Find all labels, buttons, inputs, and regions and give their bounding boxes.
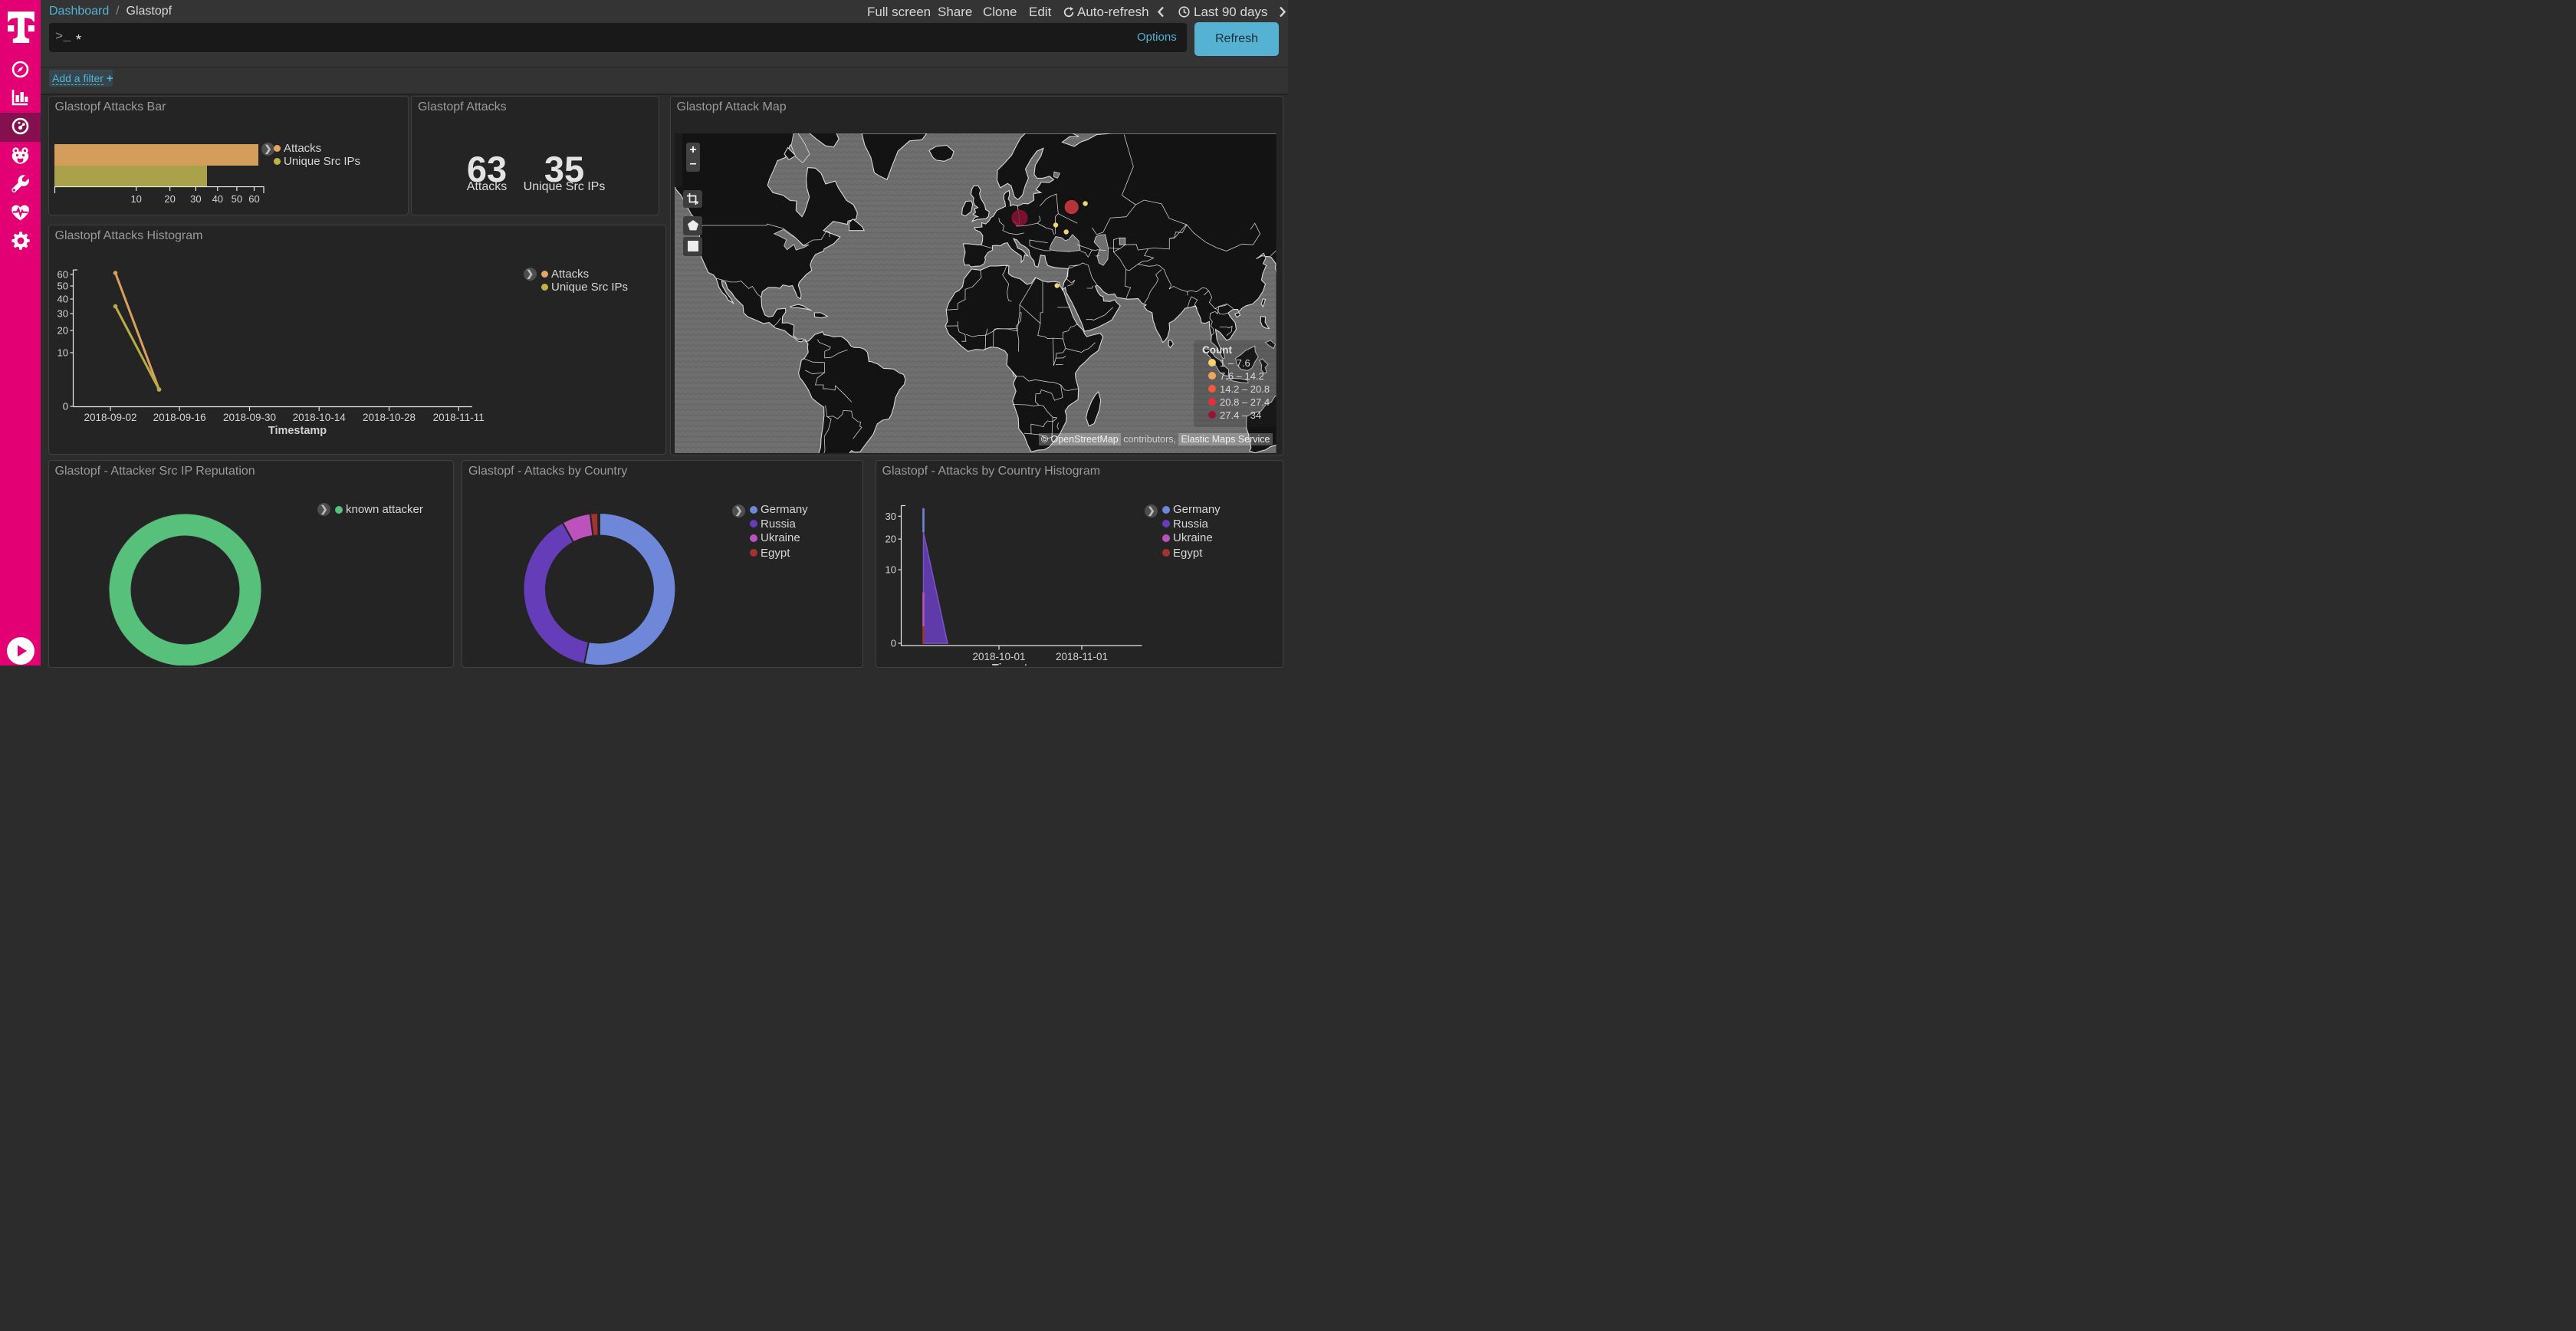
- svg-text:30: 30: [885, 510, 895, 521]
- svg-text:60: 60: [248, 193, 259, 205]
- svg-text:50: 50: [231, 193, 242, 205]
- svg-text:2018-10-14: 2018-10-14: [292, 412, 346, 423]
- svg-text:20: 20: [885, 533, 895, 544]
- svg-text:50: 50: [57, 281, 67, 292]
- svg-text:2018-09-16: 2018-09-16: [153, 412, 205, 423]
- svg-text:0: 0: [62, 401, 67, 412]
- svg-text:10: 10: [130, 193, 141, 205]
- svg-text:40: 40: [57, 294, 67, 305]
- svg-text:2018-10-28: 2018-10-28: [362, 412, 415, 423]
- svg-text:10: 10: [57, 347, 67, 359]
- svg-text:2018-11-11: 2018-11-11: [432, 412, 484, 423]
- svg-text:20: 20: [57, 325, 67, 337]
- svg-text:2018-11-01: 2018-11-01: [1055, 651, 1107, 662]
- svg-text:0: 0: [890, 637, 895, 649]
- svg-text:30: 30: [190, 193, 201, 205]
- svg-text:40: 40: [212, 193, 222, 205]
- svg-text:60: 60: [57, 269, 67, 281]
- svg-text:20: 20: [164, 193, 175, 205]
- svg-text:2018-10-01: 2018-10-01: [972, 651, 1025, 662]
- svg-text:10: 10: [885, 564, 895, 575]
- svg-text:30: 30: [57, 308, 67, 320]
- svg-text:Timestamp: Timestamp: [268, 425, 326, 437]
- svg-text:Timestamp: Timestamp: [991, 662, 1050, 666]
- svg-text:2018-09-02: 2018-09-02: [84, 412, 136, 423]
- svg-text:2018-09-30: 2018-09-30: [222, 412, 275, 423]
